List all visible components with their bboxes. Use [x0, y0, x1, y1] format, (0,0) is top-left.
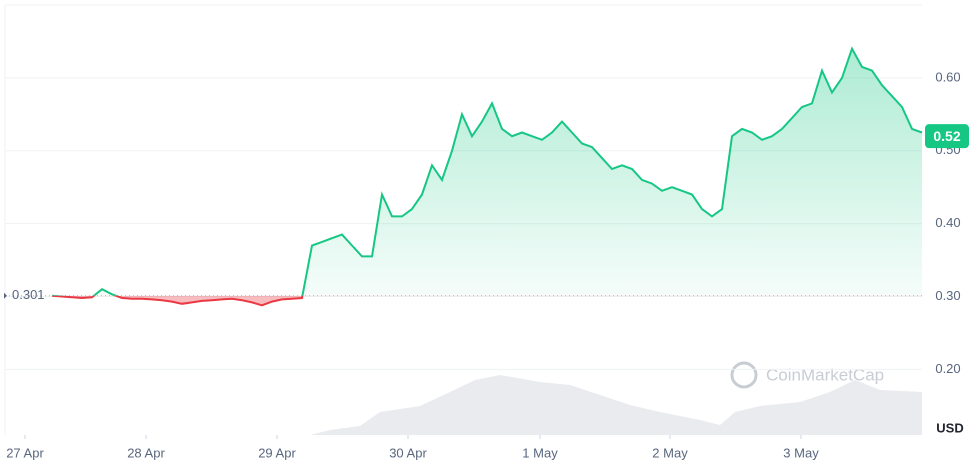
watermark: CoinMarketCap	[730, 361, 884, 389]
y-tick-label: 0.20	[935, 361, 960, 376]
baseline-marker	[4, 292, 7, 299]
currency-label: USD	[936, 420, 963, 435]
x-tick-label: 30 Apr	[389, 445, 427, 460]
current-price-label: 0.52	[933, 128, 960, 144]
baseline-label: 0.301	[12, 287, 45, 302]
watermark-text: CoinMarketCap	[766, 365, 884, 384]
y-tick-label: 0.60	[935, 69, 960, 84]
y-tick-label: 0.30	[935, 288, 960, 303]
x-tick-label: 1 May	[522, 445, 558, 460]
x-tick-label: 3 May	[783, 445, 819, 460]
area-up	[93, 48, 922, 296]
y-tick-label: 0.40	[935, 215, 960, 230]
area-down	[52, 295, 922, 306]
x-tick-label: 2 May	[652, 445, 688, 460]
current-price-badge	[925, 124, 969, 149]
x-tick-label: 27 Apr	[6, 445, 44, 460]
x-tick-label: 28 Apr	[127, 445, 165, 460]
price-line-down	[51, 295, 304, 307]
watermark-logo	[730, 361, 758, 389]
x-tick-label: 29 Apr	[258, 445, 296, 460]
price-line-up	[52, 46, 923, 296]
volume-area	[310, 375, 922, 435]
